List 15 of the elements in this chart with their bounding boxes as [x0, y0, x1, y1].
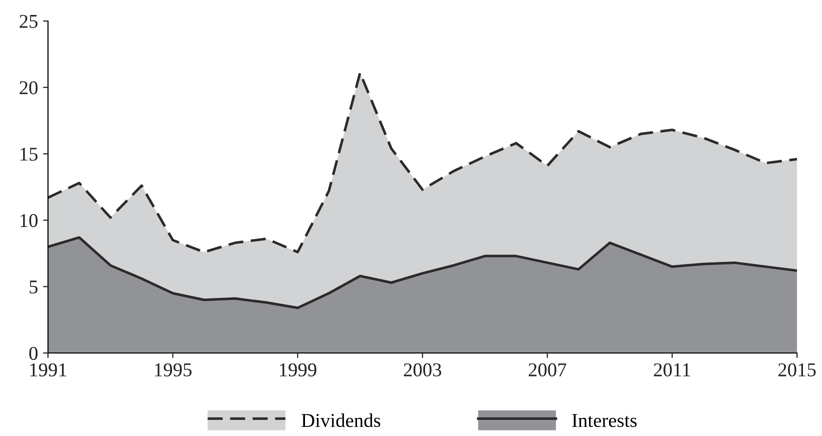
y-tick-label: 10 [20, 214, 38, 228]
x-tick-label: 2011 [654, 363, 690, 376]
y-tick-label: 0 [29, 346, 38, 360]
x-tick-label: 1991 [30, 363, 66, 376]
legend-label: Dividends [302, 413, 380, 428]
y-tick-label: 15 [20, 148, 38, 161]
x-tick-label: 1995 [155, 363, 192, 376]
x-tick-label: 2007 [528, 363, 566, 376]
y-tick-label: 25 [20, 14, 38, 28]
y-tick-label: 5 [30, 280, 38, 294]
x-tick-label: 1999 [280, 363, 316, 376]
x-tick-label: 2003 [404, 363, 442, 376]
x-tick-label: 2015 [778, 363, 816, 376]
y-tick-label: 20 [20, 81, 38, 94]
legend-label: Interests [572, 414, 637, 428]
